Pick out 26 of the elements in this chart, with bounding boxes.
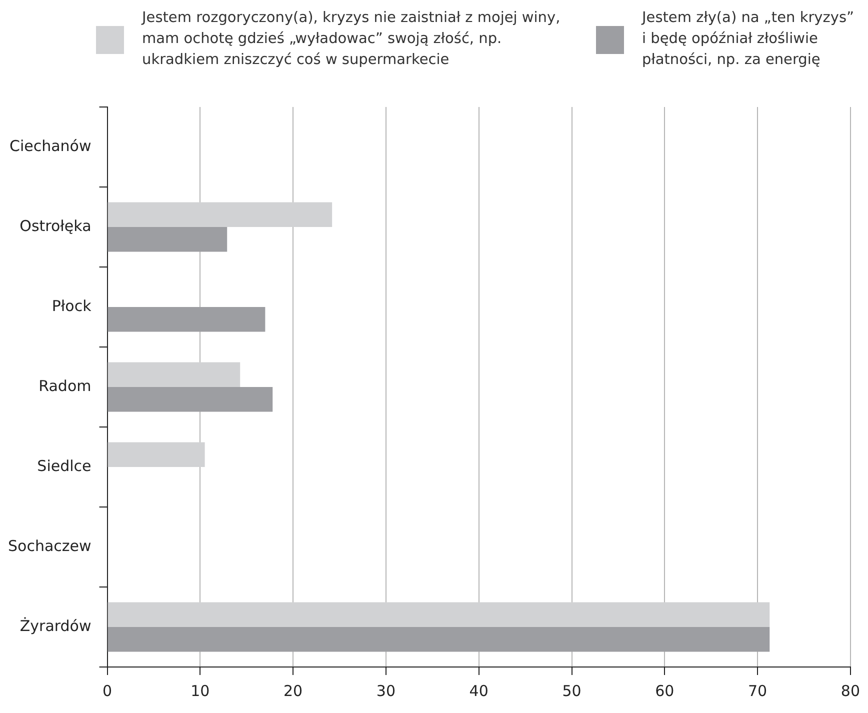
- y-tick-label: Ostrołęka: [20, 216, 92, 235]
- bar: [108, 202, 332, 227]
- bar: [108, 627, 770, 652]
- x-tick-label: 60: [655, 682, 674, 700]
- x-tick-label: 10: [190, 682, 210, 700]
- x-tick-label: 30: [376, 682, 396, 700]
- x-tick-label: 0: [102, 682, 112, 700]
- x-tick-label: 70: [748, 682, 768, 700]
- legend-label: Jestem zły(a) na „ten kryzys” i będę opóźniał złośliwie płatności, np. za energię: [642, 9, 856, 70]
- y-tick-label: Radom: [38, 376, 92, 395]
- x-tick-label: 80: [840, 682, 860, 700]
- bar: [108, 307, 266, 332]
- bar: [108, 387, 273, 412]
- y-tick-label: Siedlce: [37, 456, 92, 475]
- x-tick-label: 50: [562, 682, 582, 700]
- bar: [108, 362, 240, 387]
- bar: [108, 227, 228, 252]
- legend-label: Jestem rozgoryczony(a), kryzys nie zaistniał z mojej winy, mam ochotę gdzieś „wyładowac” swoją złość, np. ukradkiem zniszczyć coś w supermarkecie: [142, 9, 562, 70]
- y-tick-label: Żyrardów: [20, 616, 92, 635]
- y-tick-label: Sochaczew: [8, 536, 92, 555]
- bar: [108, 602, 770, 627]
- bar: [108, 442, 205, 467]
- y-tick-label: Płock: [52, 296, 92, 315]
- x-tick-label: 20: [284, 682, 303, 700]
- x-tick-label: 40: [469, 682, 488, 700]
- y-tick-label: Ciechanów: [9, 136, 92, 155]
